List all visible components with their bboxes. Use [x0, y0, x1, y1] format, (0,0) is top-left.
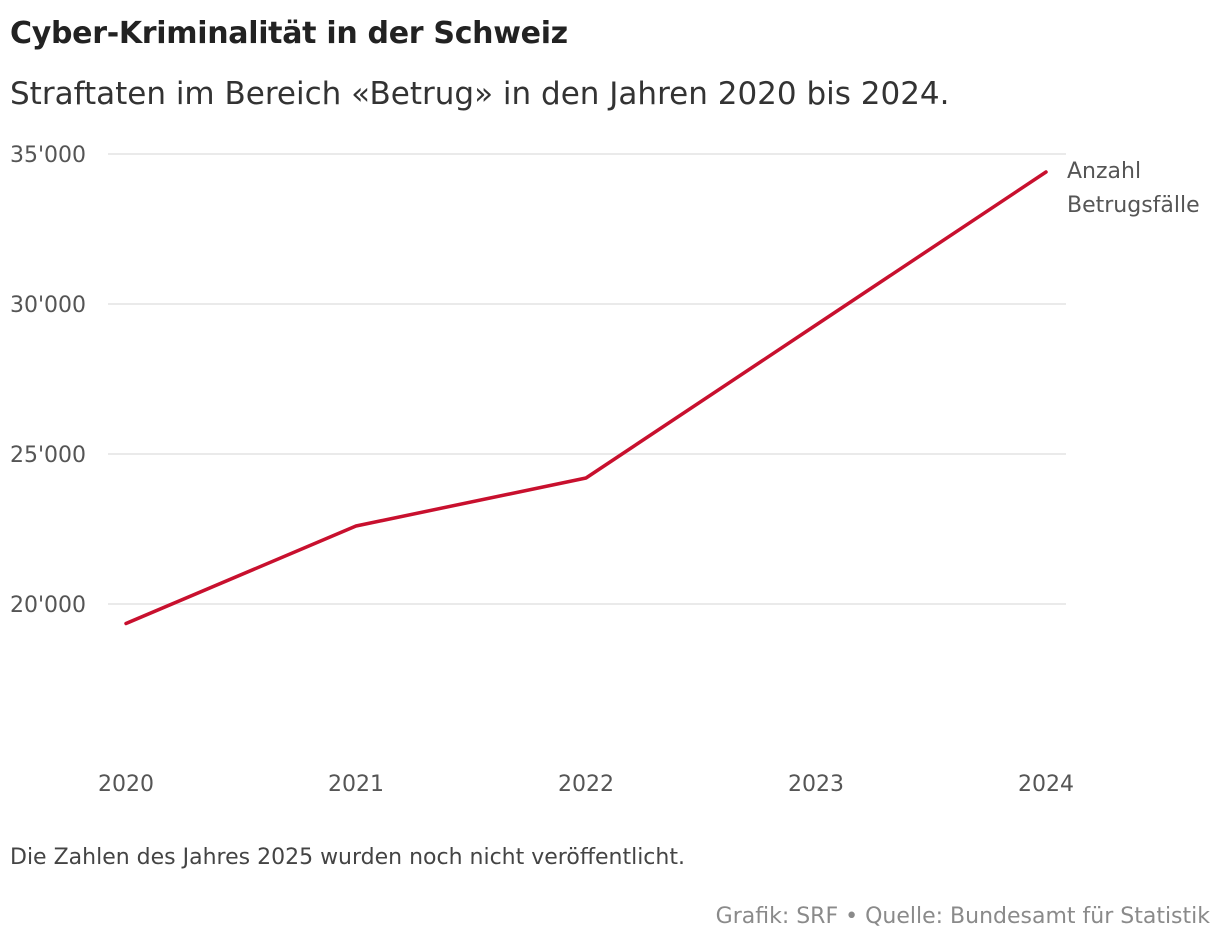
chart-subtitle: Straftaten im Bereich «Betrug» in den Ja… [10, 76, 950, 112]
x-tick-label-2021: 2021 [328, 772, 384, 797]
y-tick-label-25000: 25'000 [10, 443, 86, 468]
x-tick-label-2022: 2022 [558, 772, 614, 797]
y-tick-label-30000: 30'000 [10, 293, 86, 318]
x-tick-label-2020: 2020 [98, 772, 154, 797]
series-line-0 [124, 170, 1048, 626]
source-credit: Grafik: SRF • Quelle: Bundesamt für Stat… [715, 904, 1210, 929]
x-tick-label-2024: 2024 [1018, 772, 1074, 797]
series-label-line-1: Betrugsfälle [1067, 193, 1200, 218]
footnote: Die Zahlen des Jahres 2025 wurden noch n… [10, 845, 685, 870]
chart-title: Cyber-Kriminalität in der Schweiz [10, 16, 568, 51]
series-label-line-0: Anzahl [1067, 159, 1141, 184]
y-tick-label-20000: 20'000 [10, 593, 86, 618]
x-tick-label-2023: 2023 [788, 772, 844, 797]
series-label: Anzahl Betrugsfälle [1067, 159, 1200, 218]
y-tick-label-35000: 35'000 [10, 143, 86, 168]
